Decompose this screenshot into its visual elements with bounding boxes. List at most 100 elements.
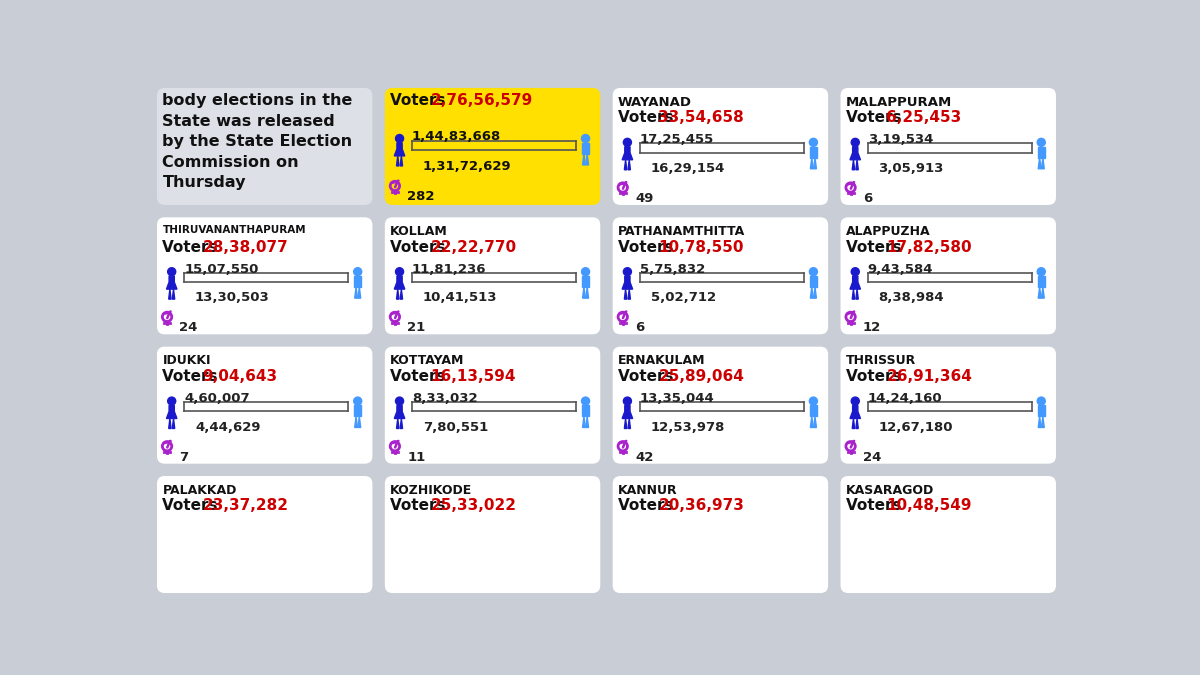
Text: PATHANAMTHITTA: PATHANAMTHITTA [618,225,745,238]
Text: 21: 21 [407,321,426,334]
Polygon shape [810,158,814,169]
Polygon shape [852,418,854,429]
Text: PALAKKAD: PALAKKAD [162,484,236,497]
Text: 22,22,770: 22,22,770 [431,240,517,254]
Polygon shape [400,418,402,429]
Circle shape [851,268,859,275]
Polygon shape [1038,158,1042,169]
Polygon shape [396,289,398,299]
Text: 11,81,236: 11,81,236 [412,263,486,275]
FancyBboxPatch shape [385,88,600,205]
Circle shape [809,268,817,275]
Polygon shape [582,406,589,416]
Polygon shape [169,289,172,299]
Polygon shape [586,416,588,427]
Circle shape [168,268,175,275]
Text: 3,19,534: 3,19,534 [868,134,934,146]
Text: 2,76,56,579: 2,76,56,579 [431,93,533,108]
Polygon shape [856,418,858,429]
FancyBboxPatch shape [613,217,828,334]
FancyBboxPatch shape [840,88,1056,205]
Text: 16,13,594: 16,13,594 [431,369,516,384]
Text: ERNAKULAM: ERNAKULAM [618,354,706,367]
Polygon shape [358,416,361,427]
Polygon shape [814,416,816,427]
Text: KANNUR: KANNUR [618,484,678,497]
Polygon shape [586,154,588,165]
Polygon shape [856,160,858,170]
Polygon shape [622,406,632,418]
Text: 3,05,913: 3,05,913 [878,162,944,175]
Circle shape [354,268,361,275]
Text: KASARAGOD: KASARAGOD [846,484,935,497]
Text: 10,78,550: 10,78,550 [659,240,744,254]
Text: 28,38,077: 28,38,077 [203,240,288,254]
Text: Voters: Voters [390,369,451,384]
Text: Voters: Voters [390,498,451,514]
Polygon shape [354,406,361,416]
Circle shape [851,397,859,405]
Circle shape [1037,268,1045,275]
Text: 12: 12 [863,321,881,334]
Polygon shape [167,406,176,418]
Text: 5,02,712: 5,02,712 [650,291,715,304]
Text: body elections in the
State was released
by the State Election
Commission on
Thu: body elections in the State was released… [162,93,353,190]
Text: 15,07,550: 15,07,550 [184,263,258,275]
Text: 17,82,580: 17,82,580 [887,240,972,254]
Circle shape [354,397,361,405]
Polygon shape [1038,146,1045,158]
FancyBboxPatch shape [157,88,372,205]
Text: 24: 24 [863,451,881,464]
Polygon shape [354,276,361,287]
FancyBboxPatch shape [157,347,372,464]
Text: KOTTAYAM: KOTTAYAM [390,354,464,367]
Text: 282: 282 [407,190,434,202]
Text: 7: 7 [180,451,188,464]
Text: 7,80,551: 7,80,551 [422,421,488,433]
Polygon shape [582,416,586,427]
Circle shape [623,138,631,146]
FancyBboxPatch shape [840,217,1056,334]
Polygon shape [850,276,860,289]
Circle shape [1037,138,1045,146]
Circle shape [851,138,859,146]
Text: 33,54,658: 33,54,658 [659,110,744,126]
Polygon shape [358,287,361,298]
FancyBboxPatch shape [613,88,828,205]
Text: Voters: Voters [390,240,451,254]
Polygon shape [400,289,402,299]
Circle shape [623,268,631,275]
Polygon shape [850,146,860,160]
Polygon shape [810,287,814,298]
Circle shape [809,138,817,146]
FancyBboxPatch shape [840,476,1056,593]
Polygon shape [624,418,626,429]
FancyBboxPatch shape [613,476,828,593]
Text: Voters: Voters [846,240,907,254]
FancyBboxPatch shape [157,476,372,593]
Polygon shape [628,418,630,429]
Text: KOZHIKODE: KOZHIKODE [390,484,473,497]
Text: 12,53,978: 12,53,978 [650,421,725,433]
Text: 1,44,83,668: 1,44,83,668 [412,130,502,143]
Text: 9,04,643: 9,04,643 [203,369,278,384]
Polygon shape [396,418,398,429]
Text: WAYANAD: WAYANAD [618,96,692,109]
Text: Voters: Voters [618,110,679,126]
Text: 25,89,064: 25,89,064 [659,369,744,384]
Polygon shape [395,406,404,418]
Text: THIRUVANANTHAPURAM: THIRUVANANTHAPURAM [162,225,306,235]
Text: 5,75,832: 5,75,832 [640,263,706,275]
Polygon shape [1038,406,1045,416]
Polygon shape [582,276,589,287]
Text: 23,37,282: 23,37,282 [203,498,289,514]
Polygon shape [396,156,398,166]
Polygon shape [852,289,854,299]
Circle shape [582,268,589,275]
Text: Voters: Voters [846,110,907,126]
Polygon shape [173,418,175,429]
Text: 42: 42 [635,451,654,464]
Circle shape [809,397,817,405]
Text: Voters: Voters [390,93,451,108]
Polygon shape [167,276,176,289]
